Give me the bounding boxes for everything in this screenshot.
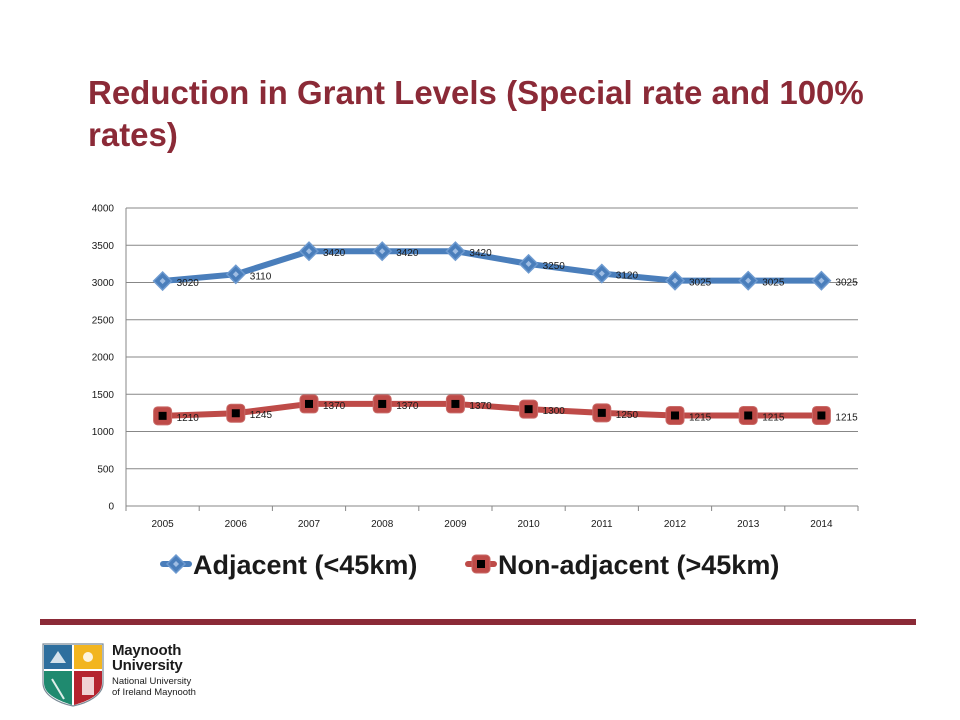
y-tick-label: 0: [108, 502, 114, 513]
data-point-center: [597, 408, 606, 417]
data-point-center: [818, 277, 825, 284]
y-tick-label: 3000: [92, 278, 115, 289]
x-tick-label: 2006: [225, 519, 248, 530]
data-label: 1250: [616, 410, 639, 421]
logo-line-ireland: of Ireland Maynooth: [112, 687, 196, 698]
x-tick-label: 2005: [151, 519, 174, 530]
logo-line-maynooth: Maynooth: [112, 642, 182, 659]
x-tick-label: 2013: [737, 519, 760, 530]
data-point-center: [306, 248, 312, 255]
data-label: 1215: [689, 412, 712, 423]
x-tick-label: 2008: [371, 519, 394, 530]
data-point-center: [524, 405, 533, 414]
data-point-center: [159, 278, 166, 285]
y-tick-label: 500: [97, 464, 114, 475]
data-label: 3120: [616, 271, 639, 282]
logo-line-national: National University: [112, 676, 192, 687]
data-point-center: [378, 399, 387, 408]
data-label: 3025: [689, 278, 712, 289]
data-label: 3020: [177, 278, 200, 289]
data-label: 1215: [835, 412, 858, 423]
data-label: 1300: [543, 406, 566, 417]
y-tick-label: 4000: [92, 204, 115, 215]
data-label: 1215: [762, 412, 785, 423]
y-tick-label: 2000: [92, 353, 115, 364]
y-tick-label: 1000: [92, 427, 115, 438]
data-point-center: [231, 409, 240, 418]
x-tick-label: 2011: [591, 519, 613, 530]
x-tick-label: 2012: [664, 519, 687, 530]
x-tick-label: 2009: [444, 519, 467, 530]
data-label: 3250: [543, 261, 566, 272]
data-point-center: [598, 270, 605, 277]
data-label: 3025: [762, 278, 785, 289]
crest-icon: [42, 643, 104, 707]
data-point-center: [745, 277, 752, 284]
data-point-center: [817, 411, 826, 420]
data-label: 1245: [250, 410, 273, 421]
legend-marker-center: [477, 560, 485, 568]
data-label: 3025: [835, 278, 858, 289]
data-label: 3420: [323, 248, 346, 259]
data-point-center: [672, 277, 678, 284]
y-tick-label: 3500: [92, 241, 115, 252]
data-point-center: [379, 248, 386, 255]
x-tick-label: 2007: [298, 519, 321, 530]
slide-title: Reduction in Grant Levels (Special rate …: [88, 74, 864, 153]
data-label: 3420: [469, 248, 492, 259]
data-point-center: [451, 399, 460, 408]
university-logo: Maynooth University National University …: [42, 643, 222, 707]
data-point-center: [525, 260, 532, 267]
data-label: 1370: [469, 401, 492, 412]
y-tick-label: 2500: [92, 315, 115, 326]
data-label: 3110: [250, 271, 272, 282]
data-point-center: [671, 411, 679, 420]
y-tick-label: 1500: [92, 390, 115, 401]
data-point-center: [158, 411, 167, 420]
legend-label-adjacent: Adjacent (<45km): [193, 550, 417, 580]
data-point-center: [232, 271, 239, 278]
series-line-non-adjacent: [159, 400, 825, 419]
footer-rule: [40, 619, 916, 625]
legend-marker-center: [173, 561, 179, 567]
data-label: 3420: [396, 248, 419, 259]
x-tick-label: 2014: [810, 519, 833, 530]
data-point-center: [305, 399, 313, 408]
data-point-center: [744, 411, 753, 420]
data-label: 1370: [396, 401, 419, 412]
legend-label-non-adjacent: Non-adjacent (>45km): [498, 550, 779, 580]
data-label: 1210: [177, 413, 200, 424]
x-tick-label: 2010: [517, 519, 540, 530]
line-chart: 0 500 1000 1500 2000 2500 3000 3500 4000 2005 2006…: [92, 204, 859, 580]
data-label: 1370: [323, 401, 346, 412]
data-point-center: [452, 248, 459, 255]
logo-line-university: University: [112, 657, 183, 674]
series-line-adjacent: [159, 248, 825, 285]
